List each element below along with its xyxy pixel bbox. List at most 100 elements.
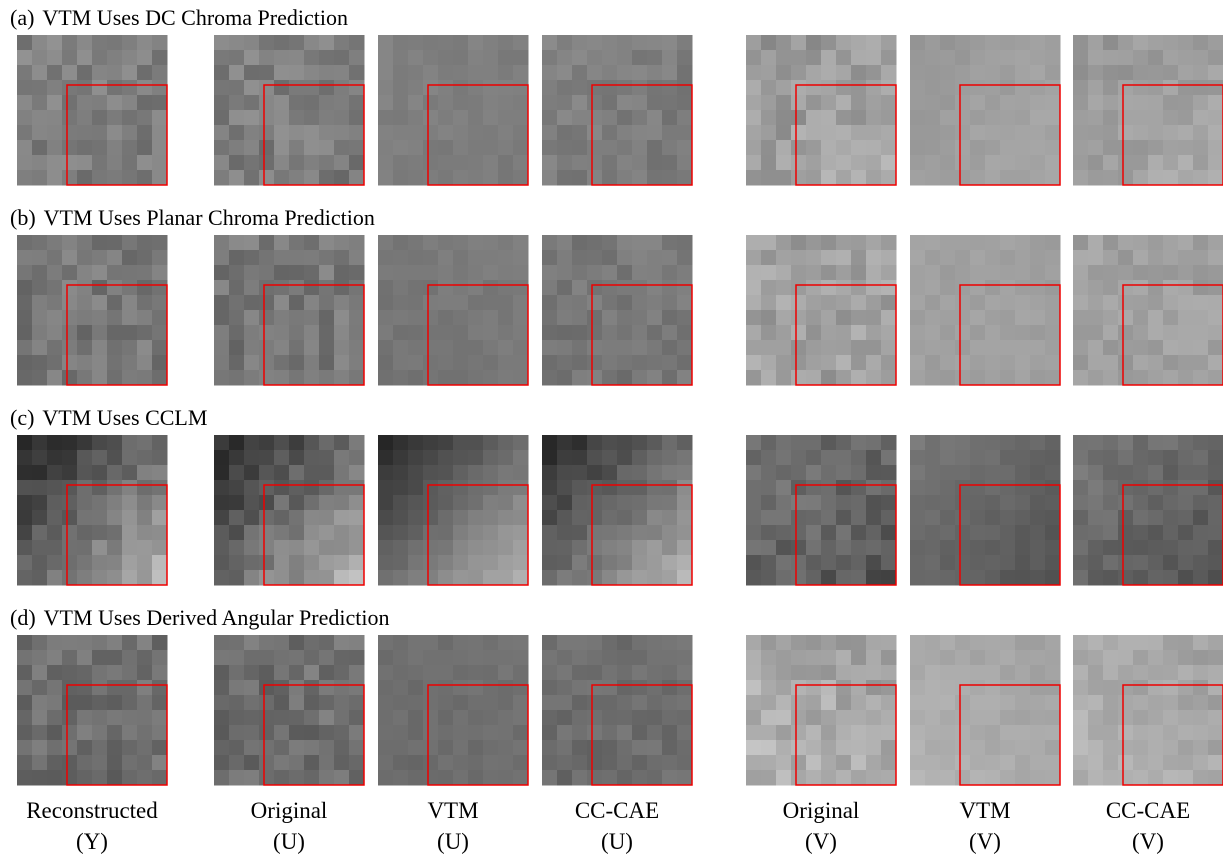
pixel: [229, 170, 245, 186]
pixel: [1045, 665, 1061, 681]
pixel: [304, 295, 320, 311]
pixel: [821, 680, 837, 696]
pixel: [408, 110, 424, 126]
pixel: [677, 495, 693, 511]
pixel: [92, 465, 108, 481]
pixel: [925, 355, 941, 371]
pixel: [587, 755, 603, 771]
pixel: [77, 465, 93, 481]
pixel: [791, 525, 807, 541]
pixel: [513, 480, 529, 496]
pixel: [806, 310, 822, 326]
pixel: [513, 355, 529, 371]
pixel: [761, 235, 777, 251]
pixel: [602, 310, 618, 326]
pixel: [378, 325, 394, 341]
pixel: [836, 480, 852, 496]
pixel: [647, 295, 663, 311]
pixel: [985, 725, 1001, 741]
pixel: [746, 495, 762, 511]
pixel: [513, 140, 529, 156]
pixel: [498, 740, 514, 756]
pixel: [1118, 280, 1134, 296]
pixel: [677, 125, 693, 141]
pixel: [791, 95, 807, 111]
pixel: [602, 140, 618, 156]
pixel: [791, 295, 807, 311]
pixel: [349, 235, 365, 251]
pixel: [955, 170, 971, 186]
pixel: [617, 740, 633, 756]
pixel: [1045, 710, 1061, 726]
pixel: [647, 65, 663, 81]
pixel: [791, 540, 807, 556]
pixel: [334, 325, 350, 341]
pixel: [761, 695, 777, 711]
pixel: [483, 465, 499, 481]
pixel: [881, 35, 897, 51]
pixel: [483, 35, 499, 51]
pixel: [468, 295, 484, 311]
pixel: [1073, 555, 1089, 571]
pixel: [836, 370, 852, 386]
pixel: [438, 170, 454, 186]
pixel: [617, 110, 633, 126]
row-title: (a)VTM Uses DC Chroma Prediction: [10, 5, 348, 30]
pixel: [940, 325, 956, 341]
pixel: [107, 310, 123, 326]
pixel: [349, 80, 365, 96]
pixel: [821, 50, 837, 66]
pixel: [940, 635, 956, 651]
pixel: [1133, 570, 1149, 586]
pixel: [761, 355, 777, 371]
pixel: [334, 635, 350, 651]
pixel: [244, 235, 260, 251]
pixel: [851, 435, 867, 451]
pixel: [1178, 170, 1194, 186]
pixel: [910, 525, 926, 541]
pixel: [970, 725, 986, 741]
pixel: [47, 65, 63, 81]
pixel: [1103, 695, 1119, 711]
pixel: [662, 770, 678, 786]
pixel: [940, 355, 956, 371]
pixel: [557, 695, 573, 711]
pixel: [1118, 555, 1134, 571]
pixel: [662, 740, 678, 756]
pixel: [1015, 435, 1031, 451]
pixel: [423, 310, 439, 326]
pixel: [851, 710, 867, 726]
pixel: [62, 170, 78, 186]
pixel: [1178, 110, 1194, 126]
pixel: [334, 740, 350, 756]
pixel: [438, 525, 454, 541]
pixel: [1045, 95, 1061, 111]
pixel: [806, 770, 822, 786]
pixel: [453, 140, 469, 156]
row-title: (c)VTM Uses CCLM: [10, 405, 207, 430]
pixel: [349, 170, 365, 186]
pixel: [1000, 770, 1016, 786]
pixel: [152, 110, 168, 126]
pixel: [483, 265, 499, 281]
pixel: [955, 555, 971, 571]
pixel: [289, 495, 305, 511]
pixel: [985, 140, 1001, 156]
pixel: [1030, 635, 1046, 651]
pixel: [334, 155, 350, 171]
pixel: [1178, 695, 1194, 711]
pixel: [453, 540, 469, 556]
pixel: [1163, 480, 1179, 496]
pixel: [214, 80, 230, 96]
pixel: [349, 265, 365, 281]
pixel: [62, 495, 78, 511]
pixel: [557, 710, 573, 726]
pixel: [881, 125, 897, 141]
pixel: [632, 465, 648, 481]
pixel: [468, 570, 484, 586]
pixel: [62, 450, 78, 466]
pixel: [910, 695, 926, 711]
pixel: [229, 50, 245, 66]
pixel: [1000, 755, 1016, 771]
pixel: [1208, 665, 1223, 681]
